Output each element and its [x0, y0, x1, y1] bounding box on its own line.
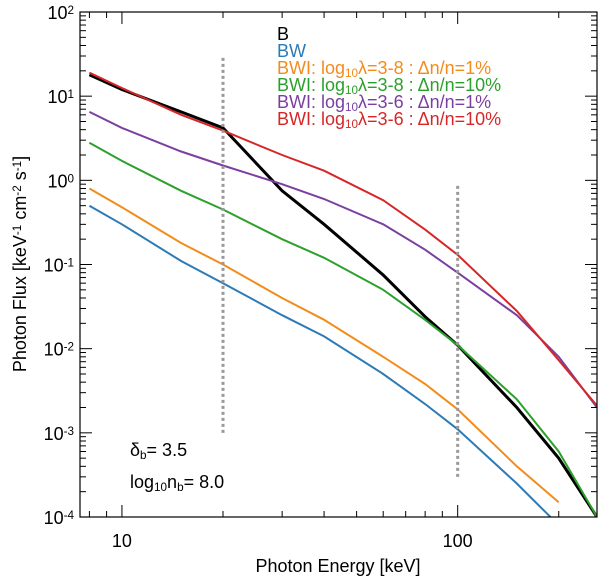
supscript: -2 — [64, 340, 74, 353]
text-part: 10 — [44, 424, 64, 444]
subscript: 10 — [345, 84, 359, 97]
supscript: -2 — [11, 185, 24, 195]
text-part: δ — [130, 440, 140, 460]
x-tick-label: 10 — [112, 531, 132, 551]
legend-entry: BWI: log10λ=3-8 : Δn/n=1% — [277, 58, 491, 80]
y-tick-label: 10-3 — [44, 424, 74, 444]
text-part: BWI: log — [277, 109, 345, 129]
text-part: BWI: log — [277, 58, 345, 78]
series-line — [88, 141, 597, 517]
legend-entry: BWI: log10λ=3-8 : Δn/n=10% — [277, 75, 501, 97]
annotation: log10nb= 8.0 — [130, 472, 224, 494]
y-tick-label: 10-4 — [44, 508, 75, 528]
supscript: -4 — [64, 509, 75, 522]
text-part: λ=3-6 : Δn/n=10% — [358, 109, 501, 129]
legend-entry: BWI: log10λ=3-6 : Δn/n=10% — [277, 109, 501, 131]
subscript: b — [140, 449, 147, 462]
text-part: 10 — [44, 508, 64, 528]
text-part: Photon Flux [keV — [10, 235, 30, 372]
y-tick-label: 10-1 — [44, 256, 74, 276]
text-part: 10 — [44, 256, 64, 276]
supscript: -1 — [11, 225, 24, 235]
series-line — [88, 187, 560, 503]
text-part: 10 — [47, 3, 67, 23]
supscript: 0 — [67, 172, 74, 185]
text-part: λ=3-8 : Δn/n=10% — [358, 75, 501, 95]
text-part: cm — [10, 196, 30, 225]
legend-entry: BW — [277, 41, 306, 61]
series-line — [88, 73, 597, 517]
subscript: 10 — [345, 67, 359, 80]
text-part: BW — [277, 41, 306, 61]
subscript: 10 — [345, 118, 359, 131]
text-part: 10 — [47, 171, 67, 191]
y-tick-label: 101 — [47, 87, 74, 107]
y-tick-label: 100 — [47, 171, 74, 191]
plot-lines — [88, 71, 597, 517]
series-line — [88, 71, 597, 407]
series-line — [88, 111, 597, 409]
text-part: = 8.0 — [184, 472, 225, 492]
text-part: 10 — [44, 340, 64, 360]
text-part: = 3.5 — [147, 440, 188, 460]
legend-entry: B — [277, 24, 289, 44]
annotation: δb= 3.5 — [130, 440, 187, 462]
x-tick-label: 100 — [443, 531, 473, 551]
supscript: -1 — [64, 256, 74, 269]
series-line — [88, 204, 552, 517]
text-part: λ=3-6 : Δn/n=1% — [358, 92, 491, 112]
subscript: 10 — [154, 481, 168, 494]
supscript: -1 — [11, 161, 24, 171]
text-part: 10 — [47, 87, 67, 107]
text-part: ] — [10, 156, 30, 161]
text-part: B — [277, 24, 289, 44]
y-axis-label: Photon Flux [keV-1 cm-2 s-1] — [10, 156, 30, 372]
text-part: BWI: log — [277, 75, 345, 95]
text-part: BWI: log — [277, 92, 345, 112]
supscript: 1 — [67, 88, 74, 101]
subscript: b — [177, 481, 184, 494]
legend-entry: BWI: log10λ=3-6 : Δn/n=1% — [277, 92, 491, 114]
text-part: s — [10, 171, 30, 185]
text-part: log — [130, 472, 154, 492]
text-part: n — [167, 472, 177, 492]
subscript: 10 — [345, 101, 359, 114]
supscript: -3 — [64, 424, 74, 437]
supscript: 2 — [67, 4, 74, 17]
text-part: λ=3-8 : Δn/n=1% — [358, 58, 491, 78]
x-axis-label: Photon Energy [keV] — [255, 556, 420, 576]
y-tick-label: 10-2 — [44, 340, 74, 360]
y-tick-label: 102 — [47, 3, 74, 23]
